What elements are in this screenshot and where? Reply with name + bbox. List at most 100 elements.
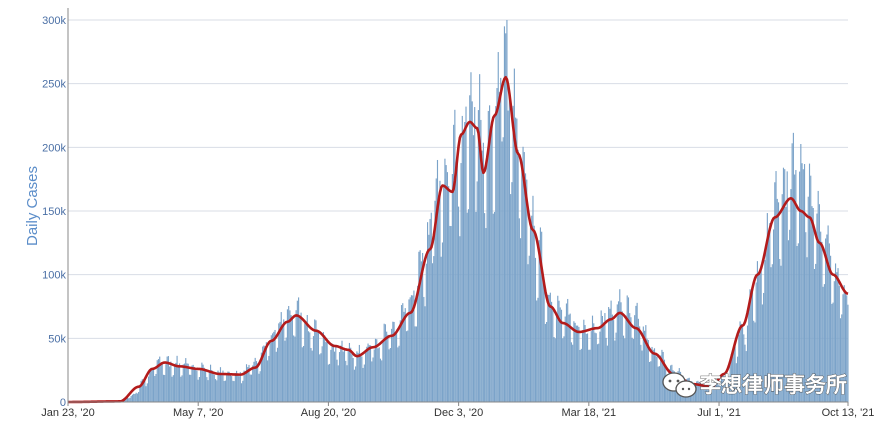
bar [430, 212, 432, 402]
bar [620, 302, 622, 402]
bar [567, 298, 569, 402]
bar [588, 349, 590, 402]
bar [402, 303, 404, 402]
bar [133, 393, 135, 402]
bar [583, 319, 585, 402]
bar [145, 386, 147, 402]
bar [548, 294, 550, 402]
bar [435, 178, 437, 402]
bar [213, 374, 215, 402]
bar [446, 172, 448, 402]
bar [730, 354, 732, 402]
bar [315, 320, 317, 402]
bar [455, 171, 457, 402]
bar [768, 232, 770, 402]
bar [134, 393, 136, 402]
bar [363, 364, 365, 402]
bar [551, 301, 553, 402]
bar [422, 252, 424, 402]
bar [444, 158, 446, 402]
bar [369, 345, 372, 402]
bar [617, 301, 620, 402]
bar [521, 165, 523, 402]
bar [245, 364, 248, 402]
axes [67, 8, 849, 406]
bar [288, 305, 290, 402]
bar [547, 294, 549, 402]
bar [586, 333, 589, 402]
bar [203, 367, 205, 402]
bar [515, 117, 517, 402]
bar [485, 228, 487, 402]
bar [425, 263, 427, 402]
bar [239, 372, 241, 402]
bar [453, 124, 455, 402]
bar [653, 348, 656, 402]
bar [467, 209, 470, 402]
x-tick-labels: Jan 23, '20 May 7, '20 Aug 20, '20 Dec 3, '… [41, 407, 874, 419]
bar [738, 334, 740, 402]
bar [234, 372, 236, 402]
bar [224, 380, 227, 402]
bar [270, 335, 272, 402]
bar [718, 385, 720, 402]
bar [826, 234, 828, 402]
bar [764, 260, 766, 402]
bar [409, 297, 411, 402]
bar [232, 380, 234, 402]
bar [141, 379, 143, 402]
bar [374, 338, 377, 402]
bar [393, 321, 395, 402]
bar [522, 146, 524, 402]
y-axis-title: Daily Cases [24, 166, 41, 246]
bar [464, 122, 466, 403]
bar [419, 250, 421, 402]
bar [289, 310, 291, 402]
bar [320, 353, 322, 402]
bar [706, 384, 708, 402]
bar [450, 226, 452, 402]
bar [149, 369, 151, 402]
bar [284, 340, 286, 402]
y-tick-label: 300k [42, 15, 66, 27]
bar [786, 171, 788, 402]
bar [702, 389, 704, 402]
bar [357, 352, 359, 402]
bar [772, 229, 775, 402]
bar [790, 189, 792, 402]
bar [281, 326, 284, 402]
bar [646, 338, 648, 402]
bar [180, 376, 182, 402]
bar [816, 213, 818, 402]
bar [206, 377, 208, 402]
bar [307, 331, 310, 402]
bar [316, 329, 318, 402]
bar [813, 268, 816, 402]
bar [729, 363, 731, 402]
bar [229, 373, 231, 402]
bar [355, 366, 357, 402]
bar [348, 342, 351, 402]
bar [310, 347, 312, 402]
bar [732, 351, 734, 402]
bar [238, 376, 240, 402]
bar [759, 271, 761, 402]
bar [501, 141, 503, 402]
bar [832, 302, 834, 402]
bar [797, 243, 799, 402]
bar [703, 384, 705, 402]
bar [136, 393, 138, 402]
bar [841, 314, 843, 402]
bar [707, 386, 709, 402]
bar [518, 218, 520, 402]
bar [541, 231, 543, 402]
bar [243, 370, 245, 402]
bar [512, 105, 514, 402]
bar [811, 206, 813, 402]
bar [216, 380, 218, 402]
bar [589, 349, 591, 402]
bar [138, 391, 140, 402]
bar [155, 373, 157, 402]
bar [489, 105, 491, 402]
bar [758, 274, 760, 402]
